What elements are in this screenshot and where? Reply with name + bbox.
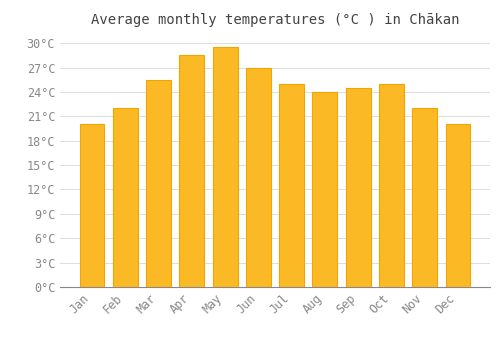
- Bar: [379, 84, 404, 287]
- Bar: [113, 108, 138, 287]
- Bar: [180, 55, 204, 287]
- Bar: [412, 108, 437, 287]
- Bar: [279, 84, 304, 287]
- Bar: [212, 47, 238, 287]
- Bar: [312, 92, 338, 287]
- Bar: [346, 88, 370, 287]
- Title: Average monthly temperatures (°C ) in Chākan: Average monthly temperatures (°C ) in Ch…: [91, 13, 459, 27]
- Bar: [246, 68, 271, 287]
- Bar: [146, 80, 171, 287]
- Bar: [446, 124, 470, 287]
- Bar: [80, 124, 104, 287]
